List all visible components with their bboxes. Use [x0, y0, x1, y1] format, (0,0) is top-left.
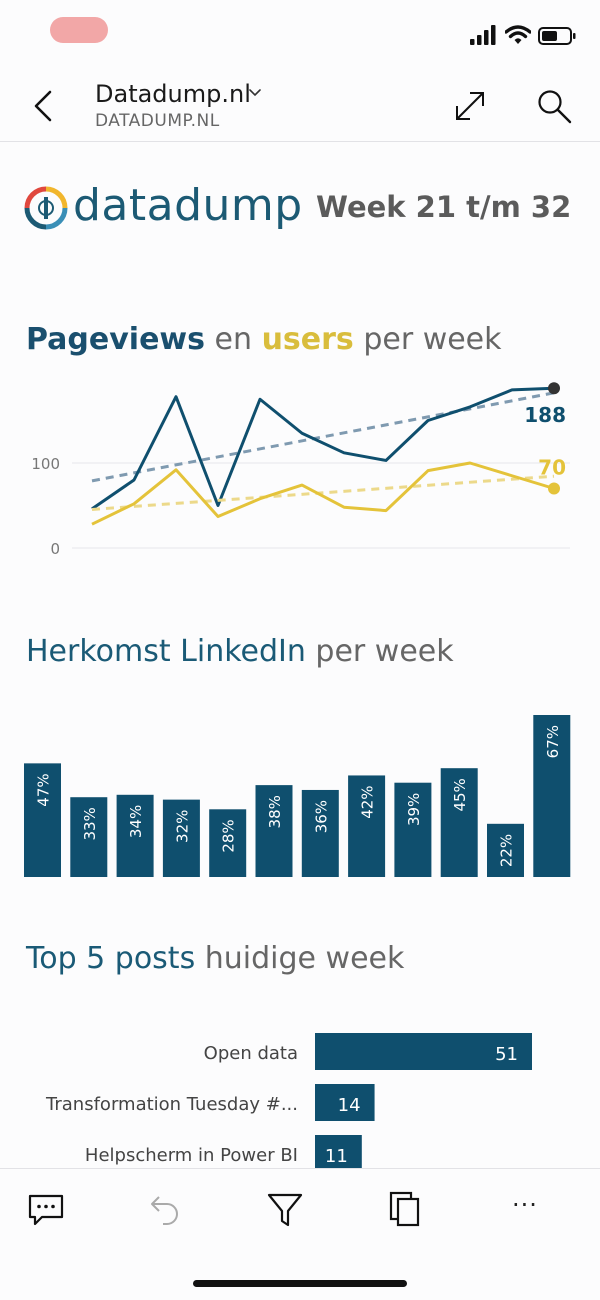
title-huidige-week: huidige week [195, 941, 405, 976]
comment-icon[interactable] [26, 1189, 66, 1229]
title-per-week: per week [305, 634, 454, 669]
logo-wordmark: datadump [73, 180, 303, 231]
y-tick-label: 100 [31, 455, 60, 473]
bar-week-29 [394, 782, 432, 877]
battery-icon [538, 27, 576, 45]
post-value-label: 51 [495, 1044, 518, 1065]
post-bar [315, 1033, 532, 1070]
post-value-label: 14 [338, 1095, 361, 1116]
bar-week-31 [487, 823, 524, 877]
title-users: users [261, 322, 354, 357]
bar-week-24 [162, 799, 200, 877]
bar-label: 22% [498, 834, 516, 867]
bar-label: 39% [405, 793, 423, 826]
search-icon[interactable] [534, 86, 574, 126]
more-options-icon[interactable]: ··· [512, 1191, 538, 1219]
post-label: Open data [204, 1043, 298, 1064]
wifi-icon [505, 25, 531, 44]
linkedin-bar-chart[interactable]: 47% 33% 34% 32% 28% 38% 36% 42% 39% 45% 22% 67% [0, 700, 600, 885]
title-en: en [205, 322, 262, 357]
bar-week-23 [116, 794, 154, 877]
bar-week-22 [70, 797, 108, 877]
series-line-users [91, 461, 555, 526]
pageviews-section-title: Pageviews en users per week [26, 322, 502, 357]
end-label-pageviews: 188 [524, 403, 566, 427]
undo-icon[interactable] [145, 1189, 185, 1229]
cellular-signal-icon [470, 25, 496, 45]
workspace-subtitle: DATADUMP.NL [95, 111, 220, 131]
y-tick-label: 0 [50, 540, 60, 558]
pageviews-users-line-chart[interactable]: 100 0 188 70 [0, 380, 600, 560]
bar-label: 33% [81, 807, 99, 840]
end-point-users [548, 482, 560, 495]
post-value-label: 11 [325, 1146, 348, 1167]
bar-label: 45% [451, 778, 469, 811]
end-point-pageviews [548, 382, 560, 395]
week-range-label: Week 21 t/m 32 [316, 190, 572, 224]
linkedin-section-title: Herkomst LinkedIn per week [26, 634, 454, 669]
expand-icon[interactable] [450, 86, 490, 126]
bar-label: 42% [359, 785, 377, 818]
bar-label: 67% [544, 725, 562, 758]
title-herkomst-linkedin: Herkomst LinkedIn [26, 634, 306, 669]
bar-week-28 [348, 775, 386, 877]
top-posts-section-title: Top 5 posts huidige week [26, 941, 404, 976]
top-posts-bar-chart[interactable]: Open data 51 Transformation Tuesday #... 14… [0, 1020, 600, 1170]
report-title[interactable]: Datadump.nl [95, 80, 251, 108]
bar-week-25 [209, 809, 247, 877]
title-per-week: per week [353, 322, 502, 357]
status-bar [0, 0, 600, 64]
trend-line-users [91, 474, 555, 511]
title-top-5-posts: Top 5 posts [26, 941, 196, 976]
home-indicator [193, 1280, 407, 1287]
bar-label: 32% [173, 810, 191, 843]
bar-week-30 [440, 768, 478, 877]
bottom-toolbar: ··· [0, 1168, 600, 1300]
post-bar [315, 1135, 362, 1170]
datadump-logo-icon [24, 186, 68, 230]
post-label: Helpscherm in Power BI [85, 1145, 298, 1166]
bar-label: 34% [127, 805, 145, 838]
series-line-pageviews [91, 386, 555, 511]
title-pageviews: Pageviews [26, 322, 206, 357]
back-icon[interactable] [26, 86, 62, 126]
post-label: Transformation Tuesday #... [45, 1094, 298, 1115]
bar-label: 36% [312, 800, 330, 833]
bar-week-27 [301, 789, 339, 877]
app-header: Datadump.nl DATADUMP.NL [0, 64, 600, 142]
bar-label: 38% [266, 795, 284, 828]
pages-icon[interactable] [385, 1189, 425, 1229]
post-bar [315, 1084, 375, 1121]
bar-week-26 [255, 785, 293, 877]
bar-week-21 [24, 763, 61, 877]
bar-week-32 [533, 715, 571, 877]
bar-label: 28% [220, 819, 238, 852]
filter-icon[interactable] [265, 1189, 305, 1229]
chevron-down-icon[interactable] [248, 86, 262, 100]
end-label-users: 70 [538, 456, 566, 480]
screen-recording-indicator [50, 17, 108, 43]
bar-label: 47% [35, 773, 53, 806]
